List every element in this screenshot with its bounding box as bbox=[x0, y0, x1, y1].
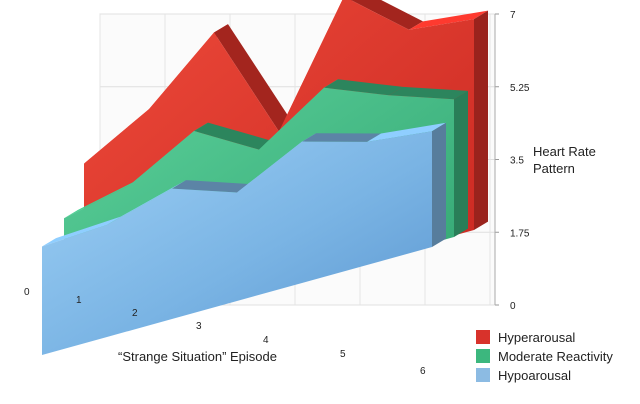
area-top-segment bbox=[389, 86, 468, 100]
area-top-segment bbox=[42, 216, 121, 247]
legend-label: Hyperarousal bbox=[498, 330, 575, 345]
chart-series bbox=[42, 0, 488, 355]
legend-swatch bbox=[476, 349, 490, 363]
area-front-face bbox=[42, 131, 432, 355]
area-top-segment bbox=[350, 0, 423, 30]
series-hypoarousal bbox=[42, 122, 446, 355]
area-top-segment bbox=[409, 10, 488, 30]
y-axis-title-line-1: Heart Rate bbox=[533, 144, 596, 159]
area-top-segment bbox=[214, 24, 293, 132]
area-side-face bbox=[454, 90, 468, 237]
x-tick-label: 6 bbox=[420, 366, 426, 377]
legend-swatch bbox=[476, 330, 490, 344]
area-top-segment bbox=[367, 122, 446, 142]
x-tick-label: 3 bbox=[196, 321, 202, 332]
area-side-face bbox=[474, 10, 488, 230]
area-top-segment bbox=[194, 122, 273, 150]
y-tick-label: 1.75 bbox=[510, 228, 530, 239]
y-axis-title: Heart Rate Pattern bbox=[533, 144, 600, 176]
area-top-segment bbox=[107, 180, 186, 225]
legend-swatch bbox=[476, 368, 490, 382]
y-axis-title-line-2: Pattern bbox=[533, 161, 575, 176]
chart-legend: Hyperarousal Moderate Reactivity Hypoarous… bbox=[476, 330, 613, 383]
x-tick-label: 0 bbox=[24, 287, 30, 298]
legend-label: Hypoarousal bbox=[498, 368, 571, 383]
area-top-segment bbox=[302, 133, 381, 142]
y-tick-label: 5.25 bbox=[510, 83, 530, 94]
area-top-segment bbox=[324, 79, 403, 96]
x-tick-label: 2 bbox=[132, 308, 138, 319]
x-tick-label: 1 bbox=[76, 295, 82, 306]
area-top-segment bbox=[172, 180, 251, 193]
area-side-face bbox=[432, 122, 446, 247]
x-tick-label: 4 bbox=[263, 335, 269, 346]
legend-label: Moderate Reactivity bbox=[498, 349, 613, 364]
chart-labels: “Strange Situation” Episode Heart Rate P… bbox=[24, 144, 600, 377]
area-top-segment bbox=[64, 177, 143, 219]
y-tick-label: 3.5 bbox=[510, 156, 524, 167]
y-tick-label: 0 bbox=[510, 301, 516, 312]
x-tick-label: 5 bbox=[340, 349, 346, 360]
x-axis-title: “Strange Situation” Episode bbox=[118, 349, 277, 364]
y-tick-label: 7 bbox=[510, 10, 516, 21]
